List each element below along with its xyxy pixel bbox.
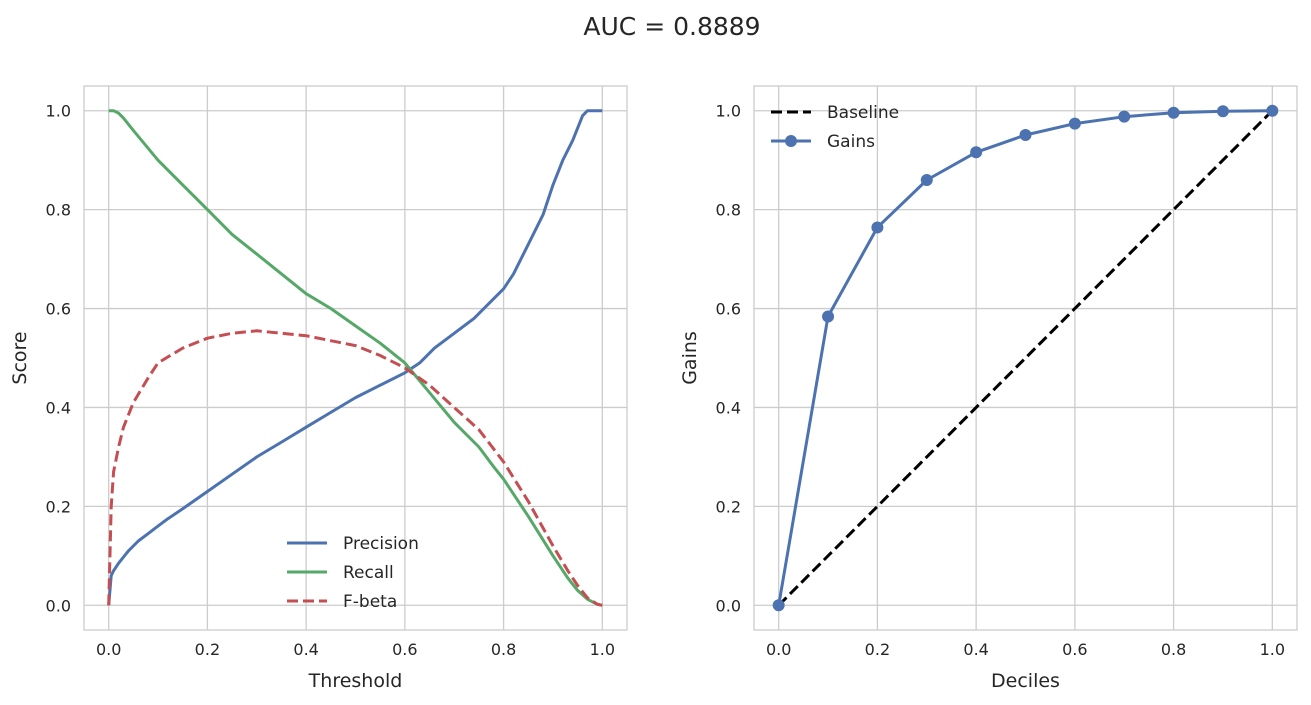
x-tick-label: 0.6 [392,640,417,659]
gains-point [871,221,884,234]
gains-point [772,599,785,612]
gains-point [1118,110,1131,123]
y-tick-label: 1.0 [716,102,741,121]
axes-frame [753,85,1298,631]
gains-point [920,173,933,186]
legend-label: Recall [343,563,394,583]
y-axis-label: Score [9,331,31,384]
legend-label: Baseline [827,103,899,123]
precision-recall-panel: 0.0 0.2 0.4 0.6 0.8 1.0 0.0 0.2 0.4 0.6 0.8 1.0 Thre… [9,85,628,692]
x-tick-label: 0.8 [1161,640,1186,659]
x-tick-label: 0.8 [491,640,516,659]
x-tick-label: 0.0 [96,640,121,659]
axes-frame [83,85,628,631]
y-tick-label: 0.0 [716,596,741,615]
legend-marker [785,135,797,147]
gains-point [970,146,983,159]
y-tick-label: 0.2 [716,497,741,516]
series-line-f-beta [107,329,603,607]
gains-point [1068,117,1081,130]
legend-label: F-beta [343,592,397,612]
y-tick-label: 0.8 [46,201,71,220]
gains-point [1019,128,1032,141]
gains-panel: 0.0 0.2 0.4 0.6 0.8 1.0 0.0 0.2 0.4 0.6 0.8 1.0 Deci… [679,85,1298,692]
y-tick-label: 0.4 [46,398,71,417]
x-tick-label: 0.4 [293,640,318,659]
y-tick-label: 0.8 [716,201,741,220]
series-line-baseline [777,109,1274,607]
series-line-recall [108,109,603,607]
y-tick-label: 0.6 [46,300,71,319]
gains-point [1167,106,1180,119]
y-tick-label: 1.0 [46,102,71,121]
x-tick-label: 0.2 [195,640,220,659]
legend-label: Precision [343,534,419,554]
x-tick-label: 0.2 [865,640,890,659]
x-tick-label: 0.4 [963,640,988,659]
x-tick-label: 0.0 [766,640,791,659]
legend-label: Gains [827,132,875,152]
y-tick-label: 0.6 [716,300,741,319]
series-line-precision [107,109,603,606]
x-axis-label: Deciles [991,670,1060,692]
gains-point [1266,104,1279,117]
figure-title: AUC = 0.8889 [583,12,760,41]
y-axis-label: Gains [679,331,701,385]
y-tick-label: 0.4 [716,398,741,417]
gains-point [822,310,835,323]
y-tick-label: 0.0 [46,596,71,615]
x-tick-label: 0.6 [1062,640,1087,659]
x-tick-label: 1.0 [1260,640,1285,659]
x-tick-label: 1.0 [590,640,615,659]
x-axis-label: Threshold [308,670,403,692]
y-tick-label: 0.2 [46,497,71,516]
gains-point [1216,105,1229,118]
